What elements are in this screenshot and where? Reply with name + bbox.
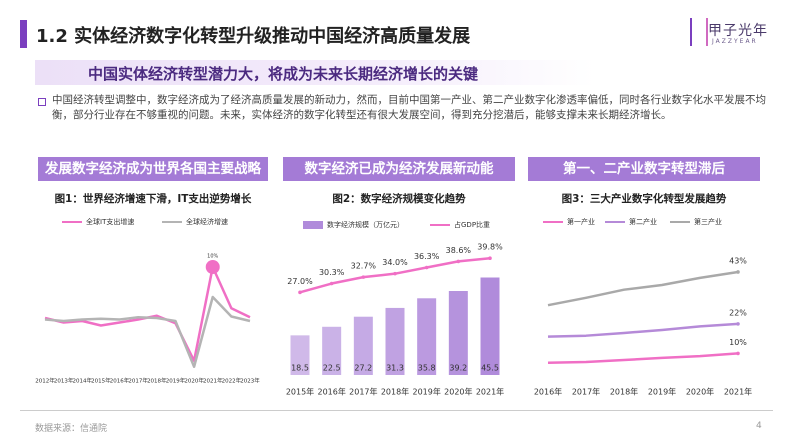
x-tick-label: 2021年 — [203, 377, 223, 385]
bar-value: 22.5 — [323, 364, 341, 373]
x-tick-label: 2017年 — [349, 387, 377, 397]
bar — [322, 326, 342, 375]
x-tick-label: 2018年 — [381, 387, 409, 397]
line — [44, 295, 251, 368]
x-tick-label: 2014年 — [73, 377, 93, 385]
x-tick-label: 2012年 — [35, 377, 55, 385]
x-tick-label: 2018年 — [610, 387, 638, 397]
subtitle-band — [35, 60, 595, 85]
highlight-point — [205, 260, 220, 274]
x-tick-label: 2019年 — [648, 387, 676, 397]
bar-value: 27.2 — [354, 364, 372, 373]
line — [547, 270, 739, 307]
point — [298, 290, 302, 295]
logo-mark — [690, 18, 708, 46]
bar-value: 18.5 — [291, 364, 309, 373]
chart-title: 图1：世界经济增速下滑，IT支出逆势增长 — [54, 193, 252, 205]
bar — [353, 316, 373, 375]
data-label: 22% — [729, 308, 747, 317]
x-tick-label: 2021年 — [724, 387, 752, 397]
chart-title: 图3：三大产业数字化转型发展趋势 — [561, 193, 727, 205]
panel-header: 数字经济已成为经济发展新动能 — [283, 157, 515, 181]
x-tick-label: 2019年 — [166, 377, 186, 385]
logo: 甲子光年 — [708, 23, 768, 39]
data-label: 10% — [207, 254, 218, 260]
point — [361, 275, 366, 279]
x-tick-label: 2015年 — [91, 377, 111, 385]
legend-label: 第三产业 — [694, 217, 722, 226]
line — [547, 352, 739, 364]
data-label: 27.0% — [287, 277, 313, 286]
data-label: 34.0% — [382, 258, 408, 267]
legend-label: 第二产业 — [629, 217, 657, 226]
x-tick-label: 2020年 — [184, 377, 204, 385]
x-tick-label: 2021年 — [476, 387, 504, 397]
bar — [385, 307, 405, 375]
x-tick-label: 2016年 — [534, 387, 562, 397]
data-label: 36.3% — [414, 252, 440, 261]
data-label: 38.6% — [446, 246, 472, 255]
slide-title: 1.2 实体经济数字化转型升级推动中国经济高质量发展 — [36, 26, 471, 47]
bar — [417, 298, 437, 375]
point — [488, 256, 492, 261]
point — [329, 281, 334, 286]
x-tick-label: 2019年 — [412, 387, 440, 397]
legend-swatch — [303, 221, 323, 229]
source: 数据来源：信通院 — [35, 424, 108, 434]
x-tick-label: 2017年 — [128, 377, 148, 385]
x-tick-label: 2023年 — [240, 377, 260, 385]
page-number: 4 — [756, 421, 762, 431]
paragraph: 中国经济转型调整中，数字经济成为了经济高质量发展的新动力，然而，目前中国第一产业… — [52, 94, 766, 121]
point — [736, 270, 740, 274]
legend-label: 第一产业 — [567, 217, 595, 226]
point — [424, 265, 429, 270]
bullet — [38, 98, 46, 106]
bar-value: 31.3 — [386, 364, 404, 373]
line — [547, 322, 739, 338]
data-label: 43% — [729, 256, 747, 265]
panel-header: 第一、二产业数字转型滞后 — [528, 157, 760, 181]
legend-label: 占GDP比重 — [454, 220, 490, 229]
x-tick-label: 2020年 — [444, 387, 472, 397]
bar-value: 45.5 — [481, 364, 499, 373]
legend-label: 全球经济增速 — [186, 217, 228, 226]
legend-label: 全球IT支出增速 — [86, 217, 134, 226]
x-tick-label: 2022年 — [222, 377, 242, 385]
bar — [290, 335, 310, 375]
x-tick-label: 2013年 — [54, 377, 74, 385]
x-tick-label: 2015年 — [286, 387, 314, 397]
title-accent — [20, 20, 27, 48]
data-label: 39.8% — [477, 243, 503, 252]
x-tick-label: 2018年 — [147, 377, 167, 385]
panel-header: 发展数字经济成为世界各国主要战略 — [38, 157, 268, 181]
legend-label: 数字经济规模（万亿元） — [327, 220, 404, 229]
footer-rule — [20, 410, 773, 411]
line — [44, 265, 251, 362]
bar-value: 39.2 — [449, 364, 467, 373]
logo-sub: JAZZYEAR — [712, 38, 758, 45]
point — [456, 259, 461, 264]
point — [736, 322, 740, 326]
x-tick-label: 2020年 — [686, 387, 714, 397]
chart-title: 图2：数字经济规模变化趋势 — [332, 193, 466, 205]
data-label: 32.7% — [351, 262, 377, 271]
subtitle: 中国实体经济转型潜力大，将成为未来长期经济增长的关键 — [88, 65, 479, 83]
x-tick-label: 2017年 — [572, 387, 600, 397]
data-label: 30.3% — [319, 268, 345, 277]
x-tick-label: 2016年 — [110, 377, 130, 385]
data-label: 10% — [729, 338, 747, 347]
bar — [448, 291, 468, 375]
point — [736, 351, 740, 356]
bar — [480, 277, 500, 375]
bar-value: 35.8 — [418, 364, 436, 373]
x-tick-label: 2016年 — [317, 387, 345, 397]
point — [393, 271, 397, 276]
